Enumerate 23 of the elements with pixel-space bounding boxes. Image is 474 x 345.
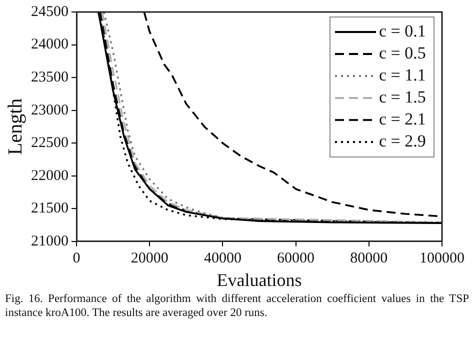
y-tick-label: 22000 xyxy=(31,168,68,184)
x-tick-label: 40000 xyxy=(204,250,242,266)
y-tick-label: 23000 xyxy=(31,102,68,118)
x-axis-title: Evaluations xyxy=(216,270,302,290)
y-tick-label: 21000 xyxy=(31,233,68,250)
x-tick-label: 20000 xyxy=(130,250,168,266)
y-tick-label: 24000 xyxy=(31,36,68,53)
y-tick-label: 21500 xyxy=(31,200,68,217)
legend-label: c = 0.5 xyxy=(379,43,426,62)
legend-label: c = 2.9 xyxy=(379,131,426,150)
legend-label: c = 2.1 xyxy=(379,109,426,128)
caption: Fig. 16. Performance of the algorithm with different acceleration coefficient values in the TSP instance kroA100. The results are averaged over 20 runs. xyxy=(5,292,469,320)
legend-label: c = 1.5 xyxy=(379,87,426,106)
y-axis-title: Length xyxy=(4,98,26,156)
x-tick-label: 80000 xyxy=(350,250,388,266)
x-tick-label: 0 xyxy=(72,250,80,266)
y-tick-label: 22500 xyxy=(31,135,68,152)
x-tick-label: 60000 xyxy=(277,250,315,266)
y-tick-label: 24500 xyxy=(31,4,68,20)
legend-label: c = 0.1 xyxy=(379,21,426,40)
y-tick-label: 23500 xyxy=(31,69,68,86)
x-tick-label: 100000 xyxy=(420,250,464,266)
legend-label: c = 1.1 xyxy=(379,65,426,84)
